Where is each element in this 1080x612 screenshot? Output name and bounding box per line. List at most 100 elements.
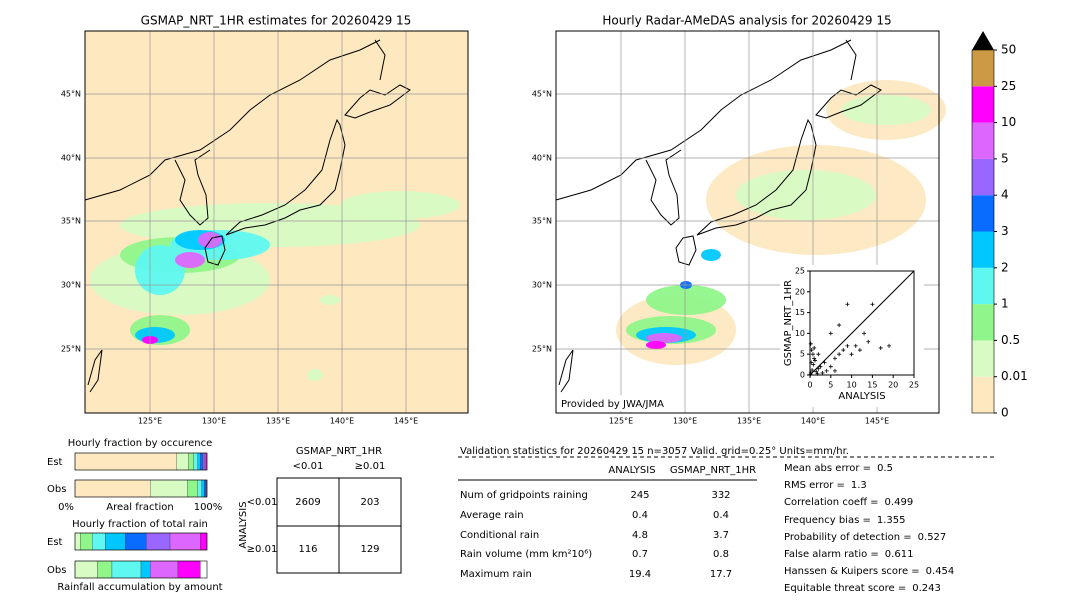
scatter-point bbox=[866, 339, 871, 344]
row-label: <0.01 bbox=[247, 497, 278, 508]
score-value: 0.499 bbox=[885, 497, 914, 508]
panel-title: Hourly fraction of total rain bbox=[72, 519, 208, 530]
scatter-point bbox=[811, 362, 816, 367]
score-label: Probability of detection = bbox=[784, 532, 912, 543]
bar-frame bbox=[74, 479, 208, 498]
lat-label: 25°N bbox=[532, 345, 552, 354]
panel-title: Hourly fraction by occurence bbox=[68, 438, 212, 449]
scatter-point bbox=[887, 343, 892, 348]
stat-value: 17.7 bbox=[710, 569, 732, 580]
map-frame bbox=[555, 30, 940, 414]
y-tick-label: 0 bbox=[800, 371, 805, 380]
fraction-segment bbox=[200, 452, 204, 471]
colorbar-extension bbox=[972, 31, 994, 50]
scatter-point bbox=[845, 343, 850, 348]
scatter-point bbox=[810, 352, 815, 357]
stat-label: Maximum rain bbox=[460, 569, 532, 580]
scatter-point bbox=[810, 368, 815, 373]
fraction-segment bbox=[204, 479, 206, 498]
score-value: 1.3 bbox=[851, 480, 867, 491]
fraction-segment bbox=[197, 479, 202, 498]
scatter-point bbox=[814, 369, 819, 374]
fraction-segment bbox=[193, 452, 198, 471]
y-axis-label: GSMAP_NRT_1HR bbox=[783, 280, 794, 366]
rain-patch bbox=[701, 249, 721, 261]
stats-header: Validation statistics for 20260429 15 n=… bbox=[460, 446, 849, 457]
scatter-point bbox=[878, 345, 883, 350]
stat-value: 332 bbox=[711, 490, 730, 501]
row-label: Obs bbox=[47, 484, 66, 495]
fraction-segment bbox=[74, 479, 151, 498]
scatter-point bbox=[812, 358, 817, 363]
table-cell: 129 bbox=[360, 544, 379, 555]
fraction-segment bbox=[200, 532, 208, 551]
fraction-segment bbox=[197, 452, 201, 471]
credit: Provided by JWA/JMA bbox=[561, 399, 664, 410]
fraction-segment bbox=[74, 560, 98, 579]
column-label: <0.01 bbox=[293, 461, 324, 472]
fraction-segment bbox=[177, 560, 201, 579]
colorbar-segment bbox=[972, 50, 994, 87]
colorbar-segment bbox=[972, 340, 994, 377]
colorbar-label: 4 bbox=[1001, 188, 1009, 202]
stat-label: Rain volume (mm km²10⁶) bbox=[460, 549, 592, 560]
fraction-segment bbox=[204, 452, 206, 471]
y-tick-label: 15 bbox=[795, 308, 805, 317]
rain-field bbox=[90, 191, 460, 381]
scatter-point bbox=[832, 356, 837, 361]
colorbar-segment bbox=[972, 267, 994, 305]
fraction-segment bbox=[80, 532, 93, 551]
score-label: Frequency bias = bbox=[784, 515, 871, 526]
stat-value: 19.4 bbox=[629, 569, 651, 580]
scatter-point bbox=[818, 364, 823, 369]
diagonal bbox=[809, 270, 915, 376]
scatter-point bbox=[849, 352, 854, 357]
fraction-segment bbox=[202, 452, 205, 471]
stat-label: Average rain bbox=[460, 510, 524, 521]
score-value: 1.355 bbox=[877, 515, 906, 526]
axis-label: 0% bbox=[58, 502, 74, 513]
fraction-segment bbox=[74, 452, 177, 471]
rain-patch bbox=[135, 245, 185, 295]
fraction-segment bbox=[97, 560, 113, 579]
score-value: 0.611 bbox=[885, 549, 914, 560]
score-value: 0.243 bbox=[912, 583, 941, 594]
lat-label: 45°N bbox=[61, 90, 81, 99]
x-tick-label: 15 bbox=[867, 381, 877, 390]
lon-label: 125°E bbox=[609, 417, 633, 426]
scatter-point bbox=[812, 356, 817, 361]
scatter-point bbox=[853, 343, 858, 348]
score-label: Hanssen & Kuipers score = bbox=[784, 566, 920, 577]
scatter-point bbox=[812, 345, 817, 350]
stat-value: 4.8 bbox=[632, 530, 648, 541]
colorbar-segment bbox=[972, 86, 994, 123]
score-label: False alarm ratio = bbox=[784, 549, 879, 560]
stat-value: 0.4 bbox=[632, 510, 648, 521]
rain-patch bbox=[320, 295, 340, 305]
fraction-segment bbox=[146, 532, 171, 551]
fraction-segment bbox=[105, 532, 126, 551]
fraction-segment bbox=[187, 479, 198, 498]
score-label: RMS error = bbox=[784, 480, 845, 491]
lon-label: 140°E bbox=[330, 417, 354, 426]
lat-label: 30°N bbox=[532, 281, 552, 290]
colorbar-label: 25 bbox=[1001, 79, 1016, 93]
colorbar-segment bbox=[972, 231, 994, 268]
row-label: Obs bbox=[47, 565, 66, 576]
y-tick-label: 5 bbox=[800, 350, 805, 359]
fraction-segment bbox=[140, 560, 151, 579]
lat-label: 40°N bbox=[532, 154, 552, 163]
lon-label: 135°E bbox=[737, 417, 761, 426]
fraction-segment bbox=[150, 479, 188, 498]
colorbar-label: 2 bbox=[1001, 260, 1009, 274]
x-tick-label: 20 bbox=[888, 381, 898, 390]
scatter-point bbox=[822, 360, 827, 365]
column-label: ANALYSIS bbox=[608, 465, 655, 476]
rain-patch bbox=[841, 95, 931, 125]
scatter-point bbox=[841, 348, 846, 353]
scatter-point bbox=[808, 341, 813, 346]
lon-label: 140°E bbox=[801, 417, 825, 426]
scatter-point bbox=[845, 302, 850, 307]
colorbar-label: 0 bbox=[1001, 406, 1009, 420]
